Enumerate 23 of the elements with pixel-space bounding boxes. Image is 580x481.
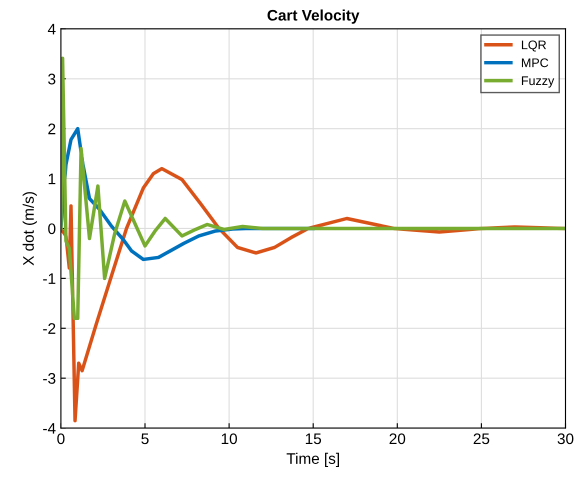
line-series (60, 56, 566, 320)
y-tick-label: -3 (43, 373, 56, 384)
y-axis-title: X dot (m/s) (22, 192, 37, 266)
y-tick-label: 3 (48, 74, 56, 84)
x-tick-label: 10 (222, 433, 237, 444)
y-tick-label: 0 (48, 223, 56, 234)
legend-label: MPC (522, 58, 548, 68)
y-tick-label: -1 (43, 273, 56, 284)
y-tick-label: 4 (48, 24, 56, 34)
x-tick-label: 0 (57, 433, 65, 444)
chart-title: Cart Velocity (268, 9, 360, 24)
x-tick-label: 20 (390, 433, 406, 444)
y-tick-label: 2 (48, 124, 56, 134)
legend-label: Fuzzy (522, 76, 554, 88)
x-axis-title: Time [s] (286, 452, 339, 467)
y-tick-label: 1 (48, 174, 56, 184)
y-tick-label: -4 (43, 423, 56, 434)
legend-label: LQR (522, 40, 546, 52)
x-tick-label: 5 (141, 434, 149, 444)
x-tick-label: 30 (558, 433, 574, 444)
y-tick-label: -2 (43, 323, 56, 334)
x-tick-label: 15 (306, 434, 322, 444)
x-tick-label: 25 (474, 433, 490, 444)
